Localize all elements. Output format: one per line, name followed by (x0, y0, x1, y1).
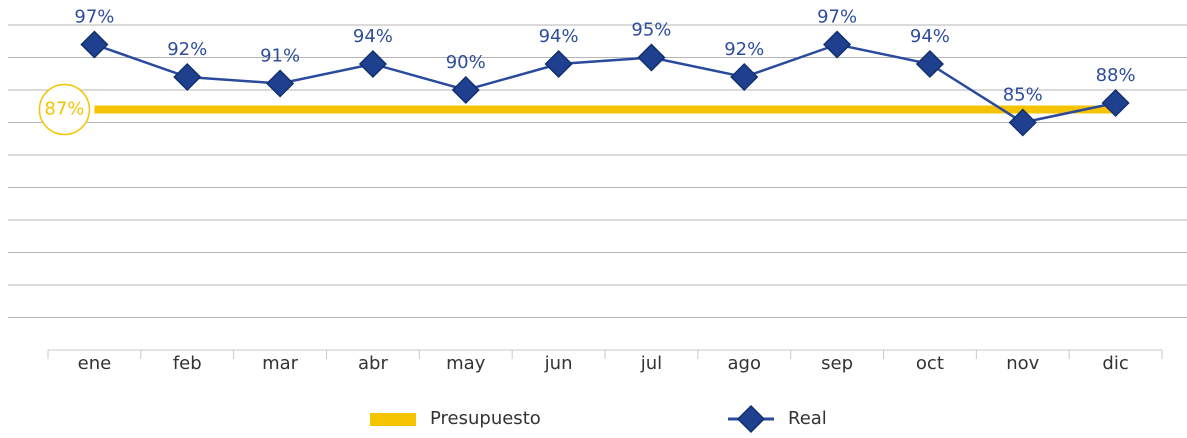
legend-swatch (736, 404, 766, 434)
data-label: 88% (1096, 65, 1136, 86)
data-label: 97% (74, 7, 114, 28)
x-tick-label: nov (1006, 353, 1039, 374)
x-tick-label: ene (78, 353, 112, 374)
marker (266, 69, 295, 98)
data-label: 94% (539, 26, 579, 47)
data-label: 90% (446, 52, 486, 73)
x-tick-label: jul (640, 353, 662, 374)
data-label: 92% (724, 39, 764, 60)
marker (730, 62, 759, 92)
x-tick-label: sep (821, 353, 853, 374)
label-circle (38, 83, 91, 136)
data-label: 94% (353, 26, 393, 47)
marker (823, 30, 852, 59)
x-tick-label: ago (728, 353, 761, 374)
marker (1101, 88, 1130, 118)
data-label: 87% (44, 99, 84, 120)
x-tick-label: jun (544, 353, 573, 374)
data-label: 91% (260, 46, 300, 67)
marker (1008, 108, 1037, 137)
marker (451, 75, 480, 105)
x-tick-label: dic (1102, 353, 1128, 374)
legend-swatch (370, 413, 416, 426)
x-tick-label: may (446, 353, 486, 374)
real-line (94, 43, 1116, 124)
data-label: 92% (167, 39, 207, 60)
marker (80, 30, 109, 59)
marker (173, 62, 202, 92)
data-label: 95% (631, 20, 671, 41)
legend-label: Real (788, 408, 827, 429)
x-tick-label: oct (916, 353, 944, 374)
marker (544, 49, 573, 79)
marker (915, 49, 944, 79)
data-label: 94% (910, 26, 950, 47)
data-label: 97% (817, 7, 857, 28)
marker (358, 49, 387, 79)
marker (637, 43, 666, 72)
x-tick-label: abr (358, 353, 388, 374)
legend-label: Presupuesto (430, 408, 541, 429)
x-tick-label: feb (173, 353, 202, 374)
x-tick-label: mar (262, 353, 299, 374)
data-label: 85% (1003, 85, 1043, 106)
